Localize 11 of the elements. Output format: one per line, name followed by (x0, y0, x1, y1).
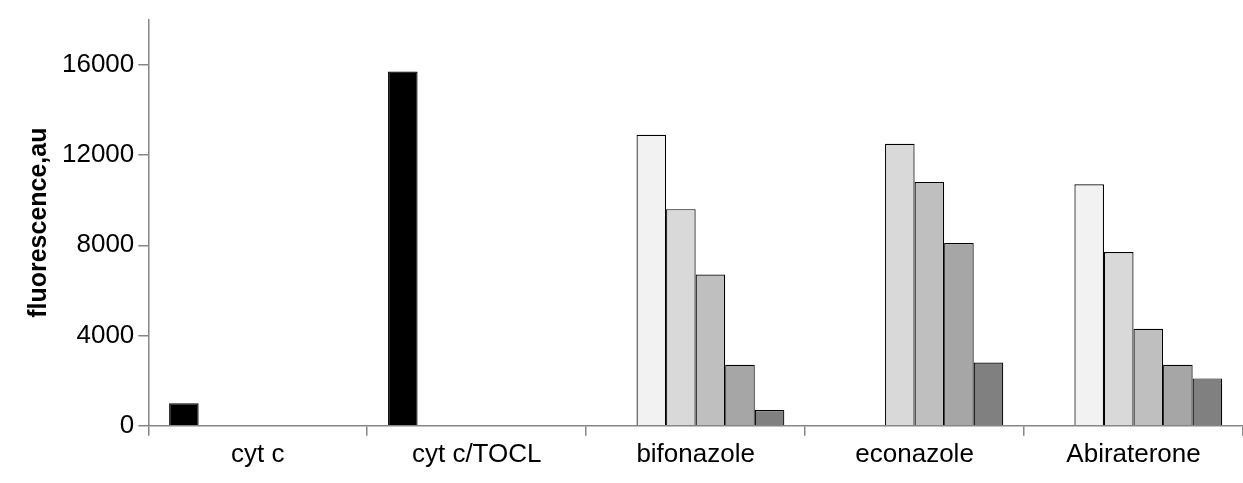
x-tick-label: Abiraterone (1066, 437, 1201, 468)
y-tick-label: 0 (119, 408, 135, 439)
y-tick-label: 16000 (61, 47, 135, 78)
y-tick-label: 4000 (76, 318, 135, 349)
x-tick-label: cyt c/TOCL (411, 437, 542, 468)
y-tick-label: 12000 (61, 138, 135, 169)
x-tick-label: bifonazole (636, 437, 755, 468)
x-tick-label: cyt c (231, 437, 285, 468)
y-axis-title: fluorescence,au (22, 127, 51, 318)
x-tick-label: econazole (855, 437, 974, 468)
y-tick-label: 8000 (76, 228, 135, 259)
